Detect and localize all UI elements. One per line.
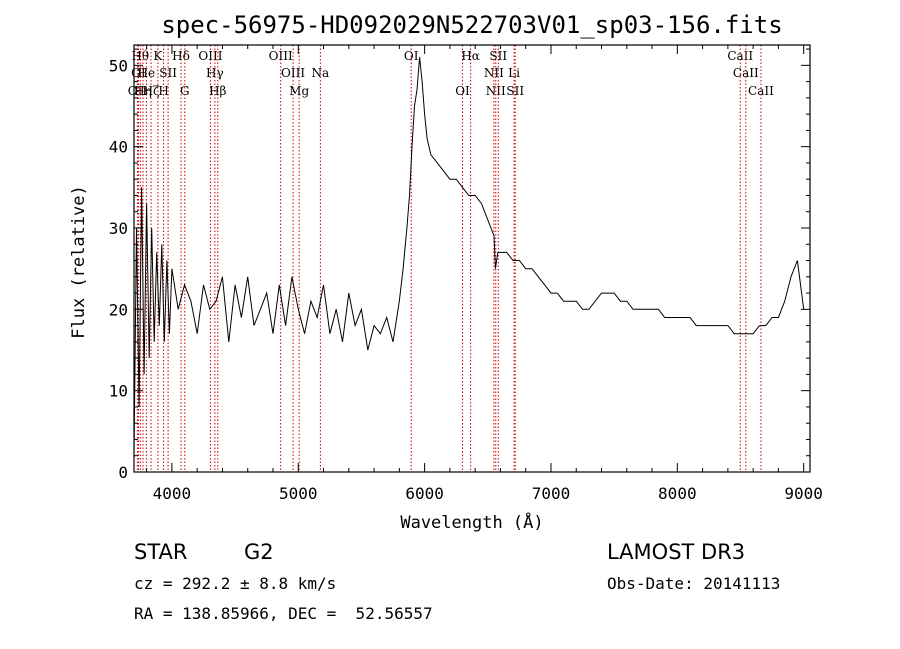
y-tick-label: 10 [109, 382, 128, 401]
spectrum-series-line [133, 57, 805, 456]
y-tick-label: 40 [109, 138, 128, 157]
x-tick-label: 7000 [532, 484, 571, 503]
line-marker-label: OIII [198, 49, 222, 63]
spectral-subclass: G2 [244, 540, 274, 564]
line-marker-label: Na [312, 66, 330, 80]
ra-dec-coordinates: RA = 138.85966, DEC = 52.56557 [134, 604, 433, 623]
line-marker-label: CaII [748, 84, 774, 98]
object-class: STAR [134, 540, 188, 564]
x-tick-label: 5000 [279, 484, 318, 503]
plot-frame [133, 44, 811, 473]
chart-title: spec-56975-HD092029N522703V01_sp03-156.f… [161, 11, 782, 39]
line-marker-label: Hζ [143, 84, 160, 98]
line-marker-label: OII [128, 84, 148, 98]
line-marker-label: K [153, 49, 163, 63]
y-tick-label: 20 [109, 300, 128, 319]
survey-name: LAMOST DR3 [607, 540, 746, 564]
y-axis-label: Flux (relative) [69, 185, 89, 339]
observation-date: Obs-Date: 20141113 [607, 574, 781, 593]
line-marker-label: CaII [727, 49, 753, 63]
x-tick-label: 4000 [153, 484, 192, 503]
line-marker-label: SII [489, 49, 507, 63]
x-tick-label: 8000 [658, 484, 697, 503]
line-marker-label: OIII [281, 66, 305, 80]
x-tick-label: 6000 [405, 484, 444, 503]
y-tick-label: 0 [118, 463, 128, 482]
x-axis-label: Wavelength (Å) [400, 511, 543, 533]
line-marker-label: OIII [269, 49, 293, 63]
line-marker-label: OI [404, 49, 419, 63]
line-marker-label: SII [159, 66, 177, 80]
line-marker-label: NII [484, 66, 504, 80]
line-marker-label: Mg [289, 84, 309, 98]
emission-line-markers: OIIOIHθHηHeHζKHSIIHδGOIIIHγHβOIIIOIIIMgN… [128, 45, 774, 472]
line-marker-label: NII [486, 84, 506, 98]
redshift-cz: cz = 292.2 ± 8.8 km/s [134, 574, 337, 593]
x-tick-label: 9000 [784, 484, 823, 503]
line-marker-label: Hδ [172, 49, 190, 63]
line-marker-label: SII [506, 84, 524, 98]
line-marker-label: Hη [134, 84, 152, 98]
line-marker-label: OI [131, 66, 146, 80]
line-marker-label: Hγ [206, 66, 224, 80]
axis-ticks: 4000 5000 6000 7000 8000 9000 0 10 20 30 40 50 [109, 45, 823, 503]
line-marker-label: CaII [733, 66, 759, 80]
line-marker-label: Li [508, 66, 520, 80]
line-marker-label: Hθ [131, 49, 149, 63]
line-marker-label: OI [455, 84, 470, 98]
line-marker-label: H [158, 84, 168, 98]
line-marker-label: G [180, 84, 190, 98]
line-marker-label: Hα [461, 49, 480, 63]
line-marker-label: He [138, 66, 156, 80]
line-marker-label: Hβ [209, 84, 226, 98]
y-tick-label: 30 [109, 219, 128, 238]
y-tick-label: 50 [109, 56, 128, 75]
